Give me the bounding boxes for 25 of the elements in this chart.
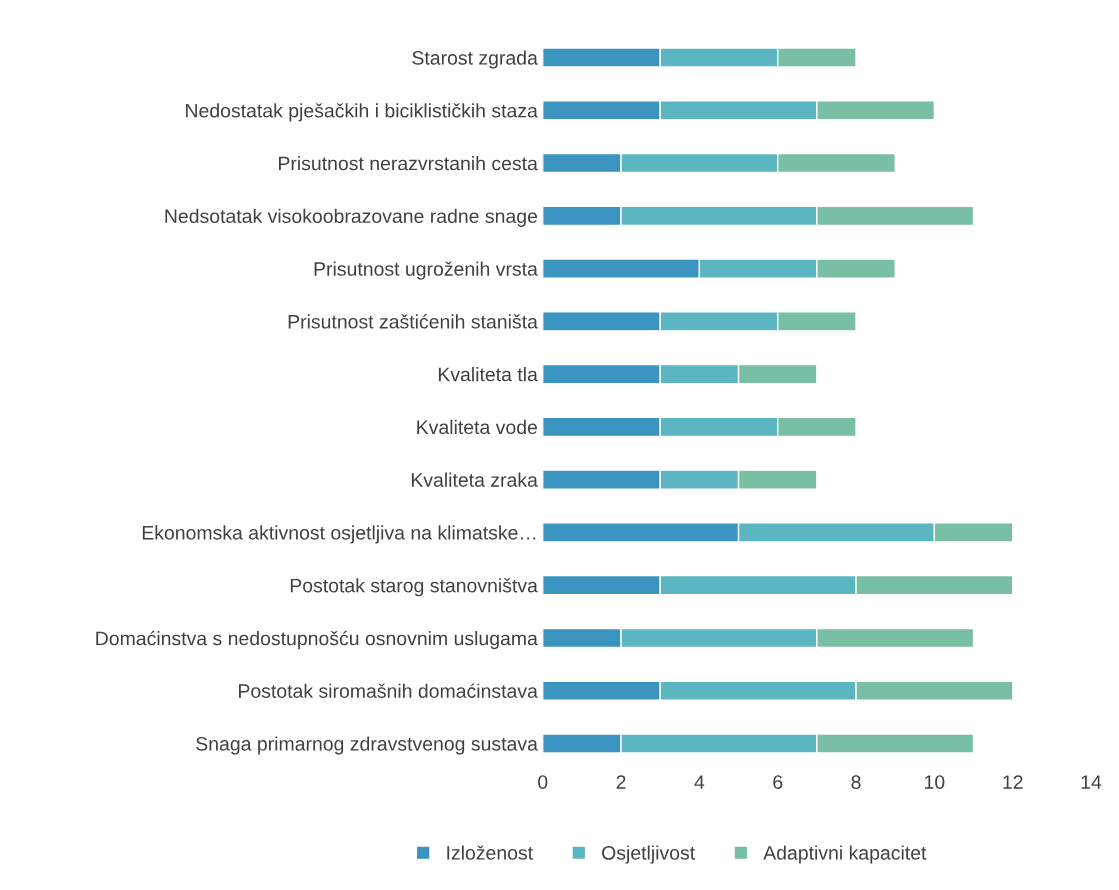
- y-tick-label: Ekonomska aktivnost osjetljiva na klimatske…: [142, 525, 536, 544]
- legend-label: Osjetljivost: [602, 845, 696, 864]
- x-tick-label: 4: [694, 775, 705, 789]
- y-tick-label: Prisutnost zaštićenih staništa: [288, 314, 538, 329]
- y-tick-label: Kvaliteta vode: [417, 419, 537, 435]
- y-tick-label: Nedostatak pješačkih i biciklističkih staza: [186, 103, 538, 122]
- x-tick-label: 0: [538, 775, 548, 789]
- y-tick-label: Postotak siromašnih domaćinstava: [239, 683, 538, 698]
- x-tick-label: 6: [773, 775, 783, 789]
- x-tick-label: 14: [1081, 775, 1102, 789]
- legend-label: Izloženost: [447, 845, 533, 860]
- legend-label: Adaptivni kapacitet: [763, 845, 927, 864]
- y-tick-label: Kvaliteta tla: [438, 367, 538, 382]
- x-tick-label: 2: [616, 775, 626, 789]
- y-tick-label: Postotak starog stanovništva: [290, 578, 538, 597]
- y-tick-label: Nedsotatak visokoobrazovane radne snage: [165, 208, 538, 227]
- x-tick-label: 12: [1003, 775, 1023, 789]
- y-tick-label: Snaga primarnog zdravstvenog sustava: [196, 736, 538, 755]
- x-tick-label: 8: [851, 775, 861, 789]
- x-tick-label: 10: [925, 775, 945, 789]
- y-tick-label: Starost zgrada: [412, 50, 538, 69]
- y-tick-label: Prisutnost nerazvrstanih cesta: [279, 156, 538, 171]
- y-tick-label: Prisutnost ugroženih vrsta: [314, 261, 538, 280]
- y-tick-label: Domaćinstva s nedostupnošću osnovnim uslugama: [96, 630, 538, 650]
- y-tick-label: Kvaliteta zraka: [411, 472, 538, 487]
